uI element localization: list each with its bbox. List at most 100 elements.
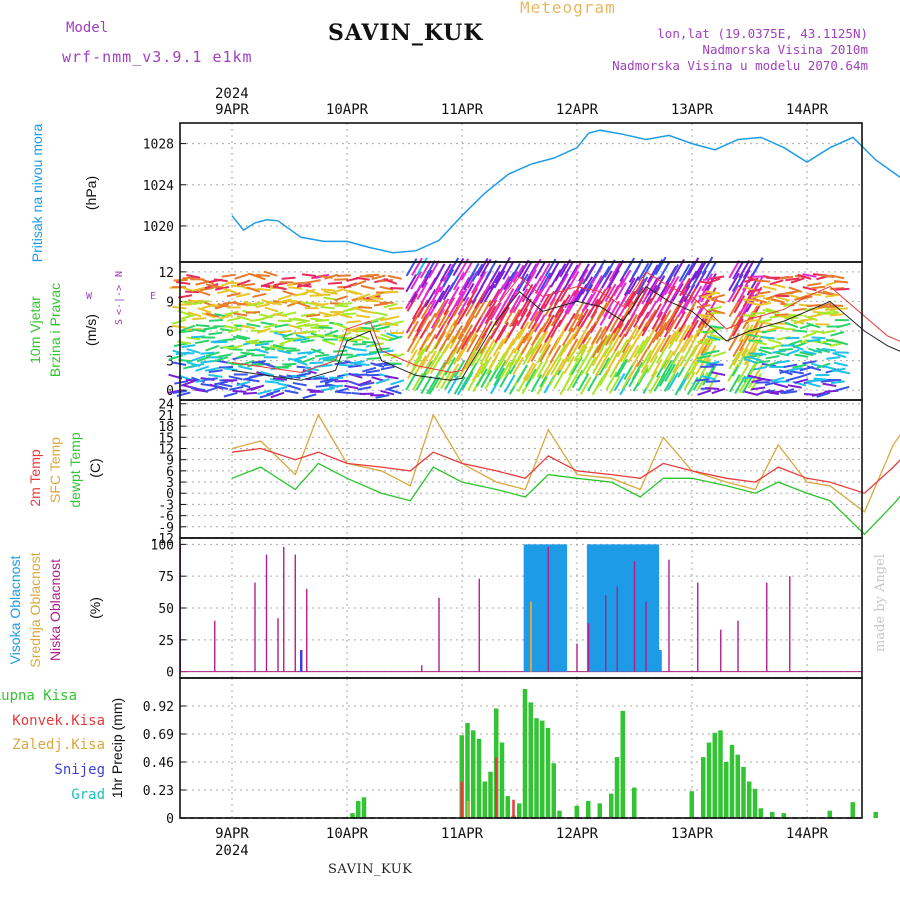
high-cloud-bar — [621, 544, 625, 672]
wind-barb — [660, 359, 673, 379]
total-precip-bar — [350, 813, 355, 818]
wind-barb — [260, 370, 275, 377]
wind-barb — [453, 376, 466, 395]
y-tick-label: 3 — [166, 355, 174, 370]
high-cloud-bar — [618, 544, 622, 672]
wind-barb — [481, 320, 493, 340]
wind-barb — [750, 294, 765, 299]
day-label-bottom: 11APR — [441, 826, 484, 842]
wind-barb — [451, 324, 464, 344]
wind-barb — [411, 301, 424, 320]
year-label-top: 2024 — [215, 86, 249, 102]
wind-barb — [516, 288, 529, 307]
wind-barb — [598, 357, 611, 376]
wind-barb — [548, 260, 561, 280]
wind-barb — [309, 361, 324, 365]
wind-barb — [608, 326, 621, 346]
wind-barb — [274, 323, 289, 328]
wind-barb — [336, 274, 351, 277]
wind-barb — [362, 366, 377, 373]
y-tick-label: 6 — [166, 465, 174, 480]
wind-barb — [580, 336, 592, 355]
model-elevation-info: Nadmorska Visina u modelu 2070.64m — [612, 58, 868, 73]
wind-barb — [563, 355, 576, 375]
wind-barb — [352, 280, 367, 287]
wind-barb — [778, 348, 793, 352]
sfc-temp-axis-label: SFC Temp — [47, 437, 63, 503]
wind-barb — [471, 285, 484, 305]
y-tick-label: 25 — [158, 634, 174, 649]
wind-barb — [333, 322, 348, 329]
wind-barb — [570, 260, 583, 279]
cloud-unit: (%) — [87, 597, 103, 619]
wind-barb — [223, 391, 238, 398]
total-precip-bar — [517, 803, 522, 818]
wind-barb — [452, 308, 465, 327]
wind-barb — [711, 293, 726, 300]
wind-barb — [683, 360, 696, 379]
wind-barb — [755, 360, 770, 364]
wind-barb — [561, 327, 574, 347]
wind-barb — [594, 288, 607, 308]
wind-barb — [829, 313, 844, 317]
wind-barb — [637, 335, 650, 355]
wind-barb — [424, 289, 437, 308]
wind-barb — [406, 293, 419, 312]
wind-barb — [186, 274, 201, 279]
y-tick-label: -3 — [158, 498, 174, 513]
wind-barb — [695, 269, 707, 289]
wind-barb — [636, 349, 648, 368]
wind-barb — [732, 318, 744, 337]
wind-barb — [489, 375, 502, 395]
high-cloud-bar — [589, 544, 593, 672]
wind-barb — [554, 343, 567, 363]
day-label-top: 14APR — [786, 102, 829, 118]
wind-barb — [816, 347, 831, 354]
wind-barb — [529, 289, 542, 308]
total-precip-bar — [534, 718, 539, 818]
wind-barb — [292, 381, 307, 387]
wind-barb — [504, 306, 516, 325]
wind-barb — [228, 344, 243, 351]
wind-barb — [502, 288, 515, 307]
wind-barb — [641, 260, 654, 279]
wind-barb — [641, 318, 654, 337]
total-precip-bar — [505, 796, 510, 818]
wind-barb — [333, 349, 348, 353]
wind-barb — [737, 364, 750, 383]
total-precip-bar — [540, 720, 545, 818]
wind-barb — [550, 357, 562, 376]
wind-barb — [324, 273, 339, 280]
wind-barb — [664, 330, 677, 350]
wind-barb — [406, 349, 418, 368]
wind-barb — [315, 384, 330, 388]
wind-barb — [230, 284, 246, 288]
wind-barb — [443, 296, 456, 316]
wind-barb — [709, 325, 724, 329]
wind-barb — [747, 288, 762, 293]
y-tick-label: -6 — [158, 510, 174, 525]
wind-barb — [522, 346, 535, 366]
wind-barb — [571, 314, 584, 333]
high-cloud-bar — [523, 544, 527, 672]
wind-barb — [357, 379, 372, 387]
wind-barb — [452, 290, 465, 309]
wind-barb — [654, 256, 667, 276]
y-tick-label: 0.69 — [143, 728, 174, 743]
wind-barb — [701, 256, 714, 275]
wind-barb — [646, 277, 659, 296]
wind-barb — [293, 337, 308, 342]
wind-barb — [405, 273, 418, 293]
wind-barb — [369, 342, 384, 348]
temp-unit: (C) — [87, 458, 103, 477]
day-label-bottom: 10APR — [326, 826, 369, 842]
wind-barb — [774, 313, 789, 317]
wind-barb — [259, 340, 274, 343]
wind-barb — [543, 290, 556, 310]
wind-barb — [811, 391, 826, 397]
wind-barb — [465, 306, 477, 326]
day-label-top: 10APR — [326, 102, 369, 118]
wind-barb — [802, 286, 817, 292]
wind-barb — [577, 373, 590, 392]
day-label-top: 9APR — [215, 102, 249, 118]
